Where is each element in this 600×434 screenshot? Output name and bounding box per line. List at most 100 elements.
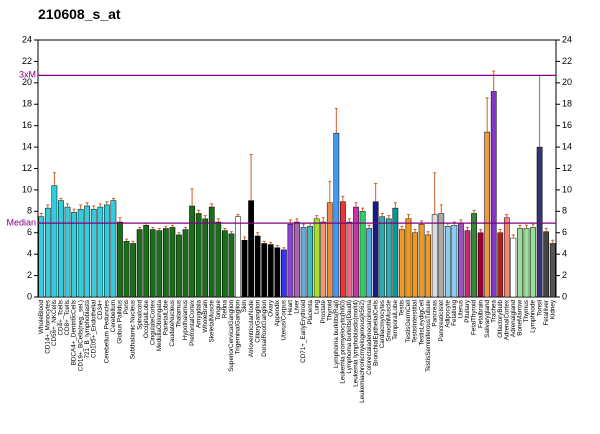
x-tick-label: Lung xyxy=(313,300,320,315)
x-tick-label: Pituitary xyxy=(464,299,471,323)
bar xyxy=(477,232,484,298)
bar xyxy=(136,229,143,298)
y2-tick-label: 22 xyxy=(562,56,572,66)
bar xyxy=(326,202,333,298)
bar xyxy=(110,200,117,298)
bar xyxy=(444,226,451,298)
x-tick-label: TestisLeydigCell xyxy=(418,300,425,346)
bar xyxy=(84,205,91,298)
bar xyxy=(438,213,445,298)
x-tick-label: Salivarygland xyxy=(484,300,491,338)
x-tick-label: Pons xyxy=(123,300,130,314)
bar xyxy=(346,221,353,298)
bar xyxy=(497,232,504,298)
x-tick-label: Prostate xyxy=(320,300,327,324)
x-tick-label: Adrenalgland xyxy=(510,300,517,338)
bar xyxy=(307,226,313,298)
bar xyxy=(241,239,248,298)
x-tick-label: CD56+_NKCells xyxy=(51,300,58,346)
x-tick-label: Uterus/Corpus xyxy=(281,300,288,341)
x-tick-label: CingulateCortex xyxy=(149,299,156,345)
x-tick-label: SkeletalMuscle xyxy=(208,300,215,343)
y-tick-label: 8 xyxy=(27,206,32,216)
x-tick-label: OccipitalLobe xyxy=(143,300,150,339)
x-tick-label: Cerebellum xyxy=(110,300,117,332)
bar xyxy=(169,227,176,298)
y2-tick-label: 4 xyxy=(562,249,567,259)
x-tick-label: PrefrontalCortex xyxy=(189,299,196,346)
x-tick-label: CD14+_Monocytes xyxy=(45,300,52,354)
bar xyxy=(379,216,386,298)
bar xyxy=(484,131,491,298)
bar xyxy=(267,244,274,298)
bar xyxy=(38,216,45,298)
bar xyxy=(530,227,536,298)
bar xyxy=(490,91,497,298)
y2-tick-label: 14 xyxy=(562,141,572,151)
bar xyxy=(222,230,228,298)
x-tick-label: CD8+_Tcells xyxy=(64,300,71,336)
y2-tick-label: 10 xyxy=(562,184,572,194)
bar xyxy=(77,208,84,298)
bar xyxy=(215,221,222,298)
bar xyxy=(281,249,287,298)
bar xyxy=(189,205,195,298)
x-tick-label: BoneMarrow xyxy=(517,300,524,336)
bar xyxy=(208,206,215,298)
reference-label: 3xM xyxy=(19,70,36,80)
bar xyxy=(156,230,163,298)
bar xyxy=(235,216,241,298)
x-tick-label: TrigeminalGanglion xyxy=(235,300,242,355)
bar xyxy=(425,234,432,298)
bar xyxy=(294,221,300,298)
bar xyxy=(248,200,254,298)
y-tick-label: 2 xyxy=(27,270,32,280)
bar xyxy=(536,146,543,298)
bar xyxy=(228,233,235,298)
x-tick-label: BDCA4+_DentriticCells xyxy=(71,300,78,365)
reference-label: Median xyxy=(6,217,36,227)
bar xyxy=(451,225,458,298)
x-tick-label: PancreaticIslet xyxy=(438,300,445,342)
x-tick-label: AtrioventricularNode xyxy=(248,300,255,358)
x-tick-label: Thalamus xyxy=(176,300,183,328)
bar xyxy=(143,225,150,298)
x-tick-label: CaudateNucleus xyxy=(169,300,176,347)
x-tick-label: Spinalcord xyxy=(136,300,143,330)
x-tick-label: CD34+ xyxy=(97,300,104,320)
x-tick-label: Placenta xyxy=(307,300,314,325)
bar xyxy=(412,232,418,298)
y-tick-label: 6 xyxy=(27,227,32,237)
bar xyxy=(97,206,104,298)
x-tick-label: AdrenalCortex xyxy=(503,299,510,340)
x-tick-label: Tonsil xyxy=(536,300,543,316)
x-tick-label: TestisInterstitial xyxy=(412,300,419,343)
x-tick-label: TestisSeminiferousTubule xyxy=(425,300,432,372)
x-tick-label: Liver xyxy=(294,300,301,314)
x-tick-label: BronchialEpithelialCells xyxy=(372,300,379,366)
y2-tick-label: 24 xyxy=(562,34,572,44)
x-tick-label: CD4+_Tcells xyxy=(58,300,65,336)
bar xyxy=(123,241,130,298)
x-tick-label: TemporalLobe xyxy=(392,300,399,340)
bar xyxy=(195,213,202,298)
bar xyxy=(523,228,530,298)
x-tick-label: Tongue xyxy=(215,300,222,321)
bar xyxy=(51,185,58,298)
x-tick-label: OlfactoryBulb xyxy=(497,300,504,338)
y2-tick-label: 18 xyxy=(562,99,572,109)
y-tick-label: 10 xyxy=(22,184,32,194)
bar xyxy=(64,206,71,298)
y2-tick-label: 20 xyxy=(562,77,572,87)
bar xyxy=(458,222,464,298)
bar xyxy=(405,218,412,298)
bar xyxy=(353,206,359,298)
x-tick-label: Adipocyte xyxy=(444,300,451,328)
bar xyxy=(58,200,64,298)
y-tick-label: 20 xyxy=(22,77,32,87)
y-tick-label: 22 xyxy=(22,56,32,66)
bar xyxy=(392,207,399,298)
y2-tick-label: 12 xyxy=(562,163,572,173)
x-tick-label: MedullaOblongata xyxy=(156,300,163,352)
x-tick-label: 721_B_lymphoblasts xyxy=(84,300,91,358)
